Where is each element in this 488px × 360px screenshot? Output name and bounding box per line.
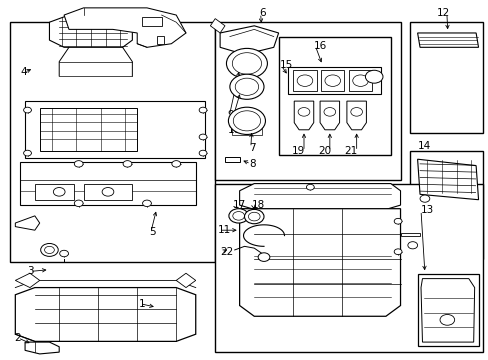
Polygon shape bbox=[320, 101, 339, 130]
Polygon shape bbox=[239, 209, 400, 316]
Bar bbox=[288, 67, 380, 94]
Text: 19: 19 bbox=[292, 146, 305, 156]
Text: 1: 1 bbox=[139, 299, 145, 309]
Text: 8: 8 bbox=[249, 159, 256, 169]
Polygon shape bbox=[294, 101, 313, 130]
Circle shape bbox=[352, 75, 367, 86]
Bar bbox=[142, 17, 161, 26]
Bar bbox=[83, 184, 132, 200]
Circle shape bbox=[123, 161, 132, 167]
Polygon shape bbox=[176, 273, 195, 288]
Bar bbox=[321, 70, 344, 91]
Circle shape bbox=[142, 200, 151, 207]
Text: 15: 15 bbox=[279, 60, 292, 70]
Circle shape bbox=[325, 75, 340, 86]
Circle shape bbox=[297, 75, 312, 86]
Text: 21: 21 bbox=[343, 146, 357, 156]
Text: 13: 13 bbox=[420, 206, 433, 216]
Bar bbox=[10, 22, 215, 262]
Text: 11: 11 bbox=[217, 225, 230, 235]
Polygon shape bbox=[210, 19, 224, 33]
Bar bbox=[215, 184, 483, 352]
Circle shape bbox=[23, 107, 31, 113]
Circle shape bbox=[350, 108, 362, 116]
Polygon shape bbox=[49, 15, 132, 47]
Circle shape bbox=[324, 108, 335, 116]
Text: 9: 9 bbox=[227, 111, 234, 121]
Text: 3: 3 bbox=[27, 266, 34, 276]
Text: 4: 4 bbox=[20, 67, 27, 77]
Polygon shape bbox=[239, 184, 400, 210]
Circle shape bbox=[244, 210, 264, 224]
Circle shape bbox=[232, 212, 244, 220]
Circle shape bbox=[393, 249, 401, 255]
Circle shape bbox=[53, 188, 65, 196]
Bar bbox=[157, 36, 163, 44]
Bar bbox=[293, 70, 316, 91]
Polygon shape bbox=[15, 273, 40, 288]
Circle shape bbox=[229, 74, 264, 99]
Polygon shape bbox=[220, 26, 278, 54]
Circle shape bbox=[41, 243, 58, 256]
Polygon shape bbox=[20, 162, 195, 205]
Bar bbox=[35, 184, 74, 200]
Text: 5: 5 bbox=[149, 227, 156, 237]
Text: 20: 20 bbox=[318, 146, 330, 156]
Circle shape bbox=[102, 188, 114, 196]
Bar bbox=[409, 151, 483, 259]
Bar bbox=[417, 274, 478, 346]
Polygon shape bbox=[64, 8, 185, 47]
Circle shape bbox=[171, 161, 180, 167]
Text: 6: 6 bbox=[259, 8, 265, 18]
Circle shape bbox=[365, 70, 382, 83]
Text: 7: 7 bbox=[249, 143, 256, 153]
Text: 14: 14 bbox=[417, 141, 430, 151]
Circle shape bbox=[258, 253, 269, 261]
Circle shape bbox=[419, 195, 429, 202]
Circle shape bbox=[44, 246, 54, 253]
Polygon shape bbox=[232, 121, 261, 135]
Polygon shape bbox=[25, 342, 59, 354]
Text: 10: 10 bbox=[227, 125, 240, 135]
Circle shape bbox=[306, 184, 314, 190]
Text: 17: 17 bbox=[233, 200, 246, 210]
Polygon shape bbox=[417, 159, 478, 200]
Bar bbox=[278, 37, 390, 155]
Bar bbox=[348, 70, 371, 91]
Circle shape bbox=[23, 150, 31, 156]
Circle shape bbox=[226, 48, 267, 78]
Polygon shape bbox=[417, 33, 478, 47]
Circle shape bbox=[439, 315, 454, 325]
Circle shape bbox=[74, 200, 83, 207]
Circle shape bbox=[248, 212, 260, 221]
Circle shape bbox=[74, 161, 83, 167]
Text: 16: 16 bbox=[314, 41, 327, 50]
Circle shape bbox=[199, 134, 206, 140]
Text: 12: 12 bbox=[436, 8, 449, 18]
Circle shape bbox=[407, 242, 417, 249]
Circle shape bbox=[199, 150, 206, 156]
Circle shape bbox=[60, 250, 68, 257]
Circle shape bbox=[298, 108, 309, 116]
Circle shape bbox=[228, 107, 265, 134]
Circle shape bbox=[199, 107, 206, 113]
Polygon shape bbox=[346, 101, 366, 130]
Circle shape bbox=[228, 209, 248, 223]
Polygon shape bbox=[224, 157, 239, 162]
Polygon shape bbox=[15, 216, 40, 230]
Bar bbox=[400, 233, 419, 235]
Circle shape bbox=[393, 219, 401, 224]
Text: 18: 18 bbox=[251, 200, 264, 210]
Circle shape bbox=[235, 78, 258, 95]
Circle shape bbox=[233, 111, 260, 131]
Text: 22: 22 bbox=[220, 247, 233, 257]
Bar bbox=[409, 22, 483, 134]
Bar bbox=[215, 22, 400, 180]
Polygon shape bbox=[420, 279, 474, 342]
Circle shape bbox=[232, 53, 261, 74]
Text: 2: 2 bbox=[14, 333, 21, 343]
Polygon shape bbox=[25, 101, 205, 158]
Polygon shape bbox=[15, 288, 195, 341]
Polygon shape bbox=[40, 108, 137, 151]
